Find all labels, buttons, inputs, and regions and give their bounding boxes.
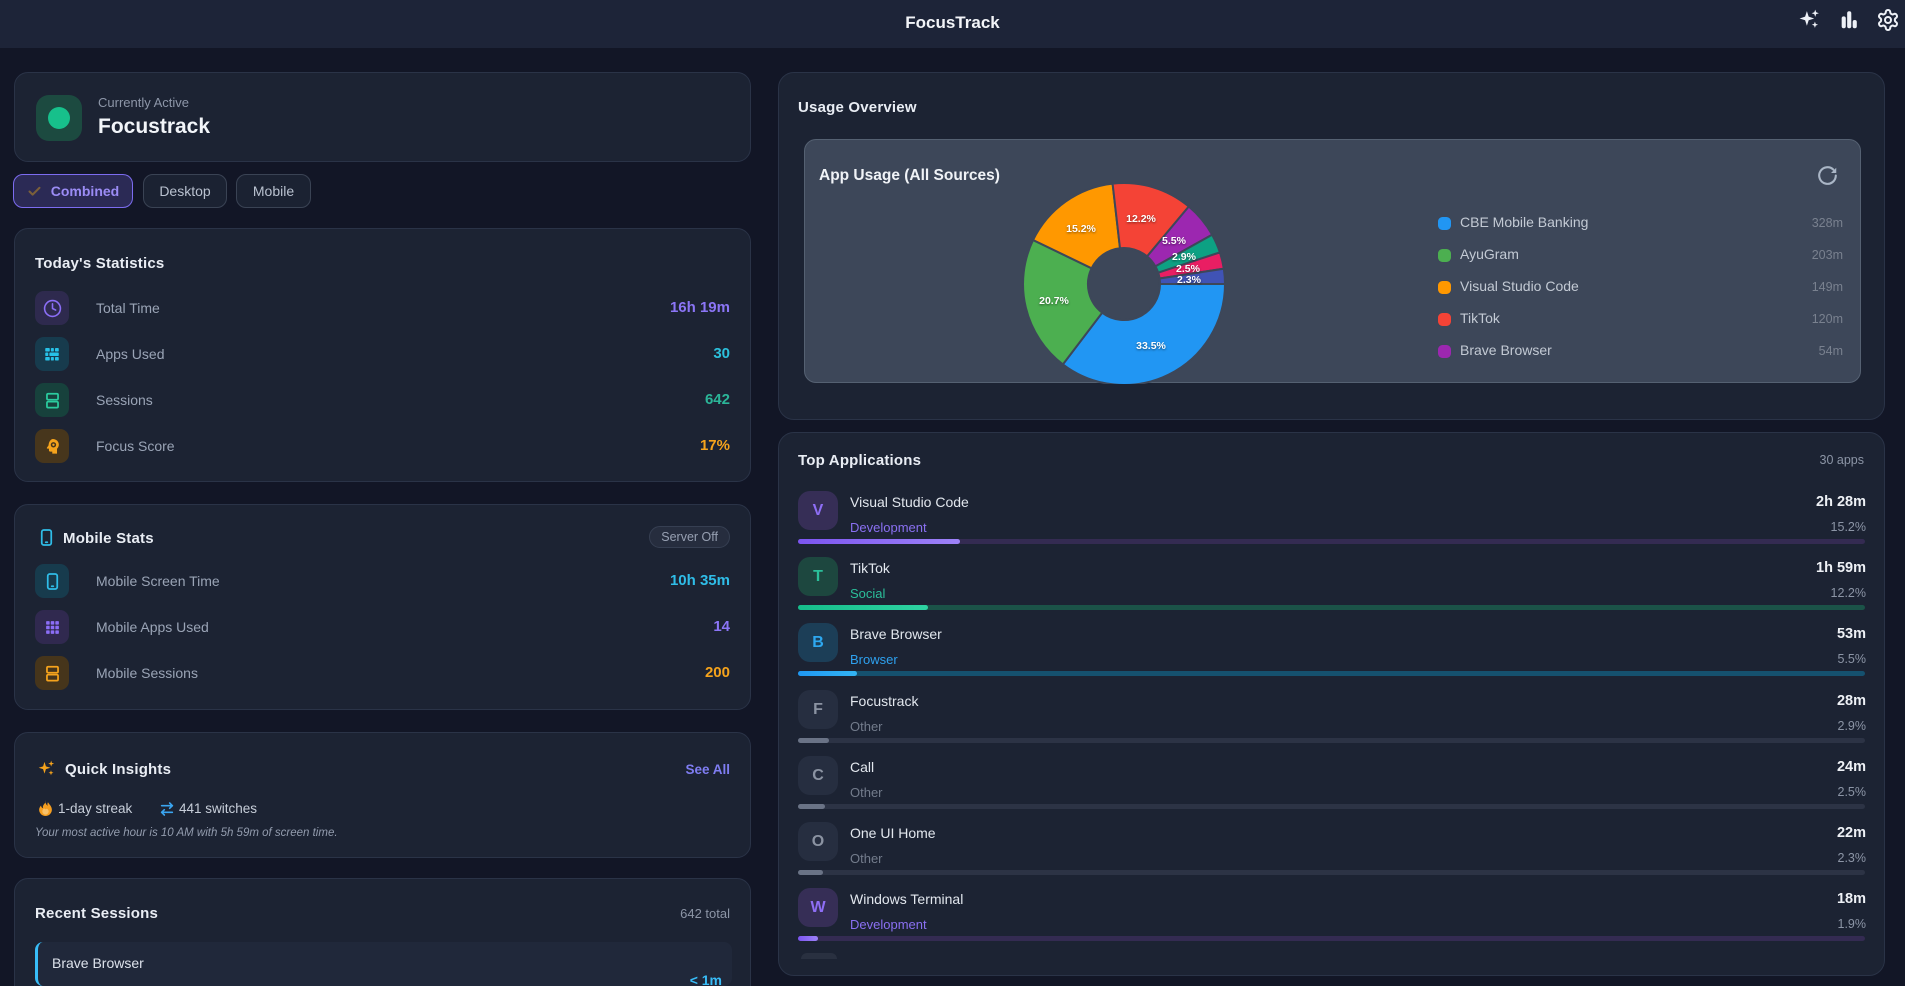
- svg-text:5.5%: 5.5%: [1162, 235, 1187, 247]
- svg-text:2.5%: 2.5%: [1176, 263, 1201, 275]
- svg-text:33.5%: 33.5%: [1136, 340, 1166, 352]
- svg-text:20.7%: 20.7%: [1039, 295, 1069, 307]
- svg-text:12.2%: 12.2%: [1126, 213, 1156, 225]
- svg-text:2.9%: 2.9%: [1172, 251, 1197, 263]
- svg-text:2.3%: 2.3%: [1177, 274, 1202, 286]
- svg-text:15.2%: 15.2%: [1066, 223, 1096, 235]
